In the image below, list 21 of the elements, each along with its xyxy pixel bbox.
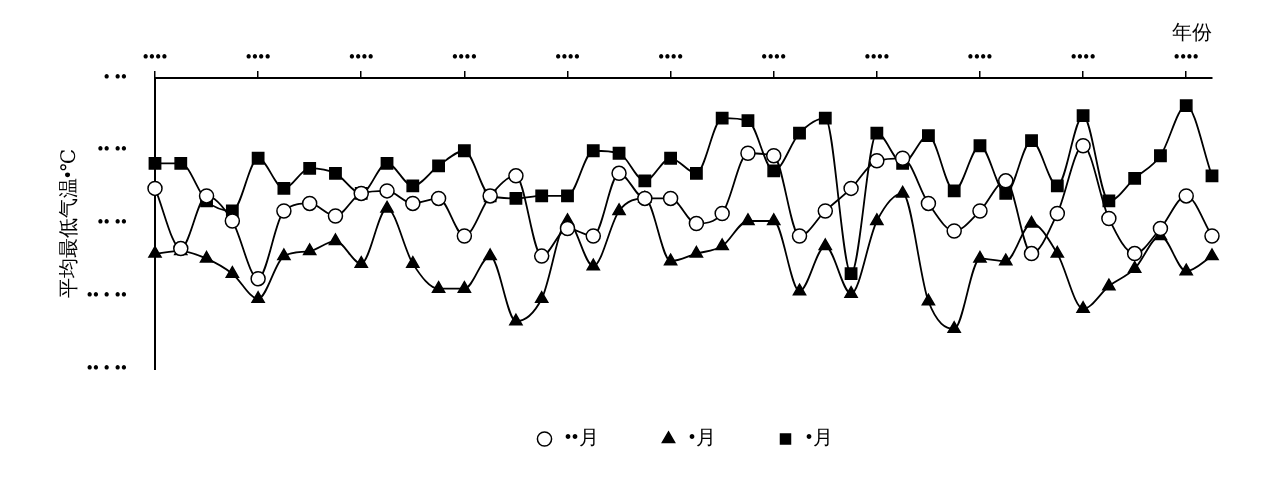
text: • •• [103, 66, 127, 87]
text: •• •• [97, 139, 127, 160]
x-tick-label: •••• [245, 46, 271, 67]
legend-label: •月 [805, 426, 833, 449]
x-tick-label: •••• [967, 46, 993, 67]
x-axis-title: 年份 [1172, 21, 1212, 44]
x-tick-label: •••• [1070, 46, 1096, 67]
x-tick-label: •••• [761, 46, 787, 67]
x-tick-label: •••• [554, 46, 581, 67]
x-tick-label: •••• [348, 46, 374, 67]
x-tick-label: •••• [1173, 46, 1199, 67]
legend-label: •月 [688, 426, 716, 449]
x-tick-label: •••• [658, 46, 684, 67]
x-tick-label: •••• [451, 46, 477, 67]
text: •• • •• [86, 357, 127, 378]
text: •• • •• [86, 284, 127, 305]
x-tick-label: •••• [142, 46, 168, 67]
text: •• •• [97, 212, 127, 233]
legend-label: ••月 [564, 426, 599, 449]
x-tick-label: •••• [864, 46, 890, 67]
y-axis-title: 平均最低气温•℃ [57, 148, 80, 299]
